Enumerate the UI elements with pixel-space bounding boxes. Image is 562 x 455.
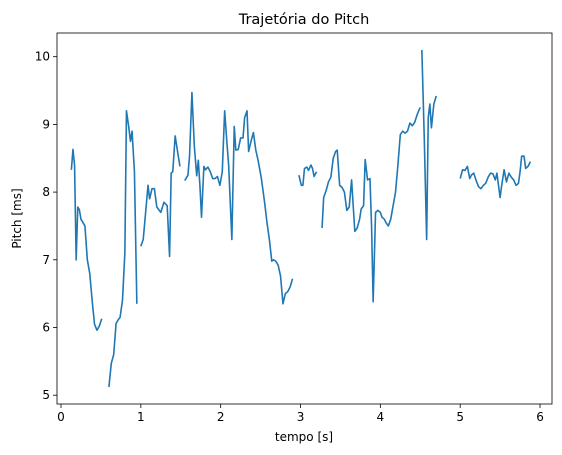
chart-title: Trajetória do Pitch bbox=[238, 12, 370, 28]
x-tick-label: 0 bbox=[57, 410, 65, 424]
axes-frame bbox=[56, 32, 553, 405]
pitch-line-segment bbox=[298, 164, 318, 187]
x-tick-label: 5 bbox=[456, 410, 464, 424]
x-tick-label: 4 bbox=[377, 410, 385, 424]
plot-area bbox=[70, 49, 532, 388]
pitch-line-segment bbox=[140, 135, 181, 258]
pitch-line-segment bbox=[108, 110, 138, 388]
y-axis: 5 6 7 8 9 10 bbox=[35, 50, 57, 402]
pitch-line-segment bbox=[321, 107, 421, 303]
pitch-line-segment bbox=[70, 148, 103, 332]
pitch-line-segment bbox=[184, 91, 294, 305]
y-tick-label: 10 bbox=[35, 50, 50, 64]
x-tick-label: 2 bbox=[217, 410, 225, 424]
pitch-line-segment bbox=[459, 155, 532, 199]
pitch-line-segment bbox=[421, 49, 437, 241]
y-tick-label: 6 bbox=[42, 320, 50, 334]
y-axis-label: Pitch [ms] bbox=[10, 188, 24, 248]
x-tick-label: 6 bbox=[536, 410, 544, 424]
y-tick-label: 7 bbox=[42, 253, 50, 267]
x-axis: 0 1 2 3 4 5 6 bbox=[57, 404, 544, 424]
y-tick-label: 5 bbox=[42, 388, 50, 402]
y-tick-label: 8 bbox=[42, 185, 50, 199]
x-axis-label: tempo [s] bbox=[275, 430, 333, 444]
y-tick-label: 9 bbox=[42, 117, 50, 131]
x-tick-label: 1 bbox=[137, 410, 145, 424]
x-tick-label: 3 bbox=[297, 410, 305, 424]
